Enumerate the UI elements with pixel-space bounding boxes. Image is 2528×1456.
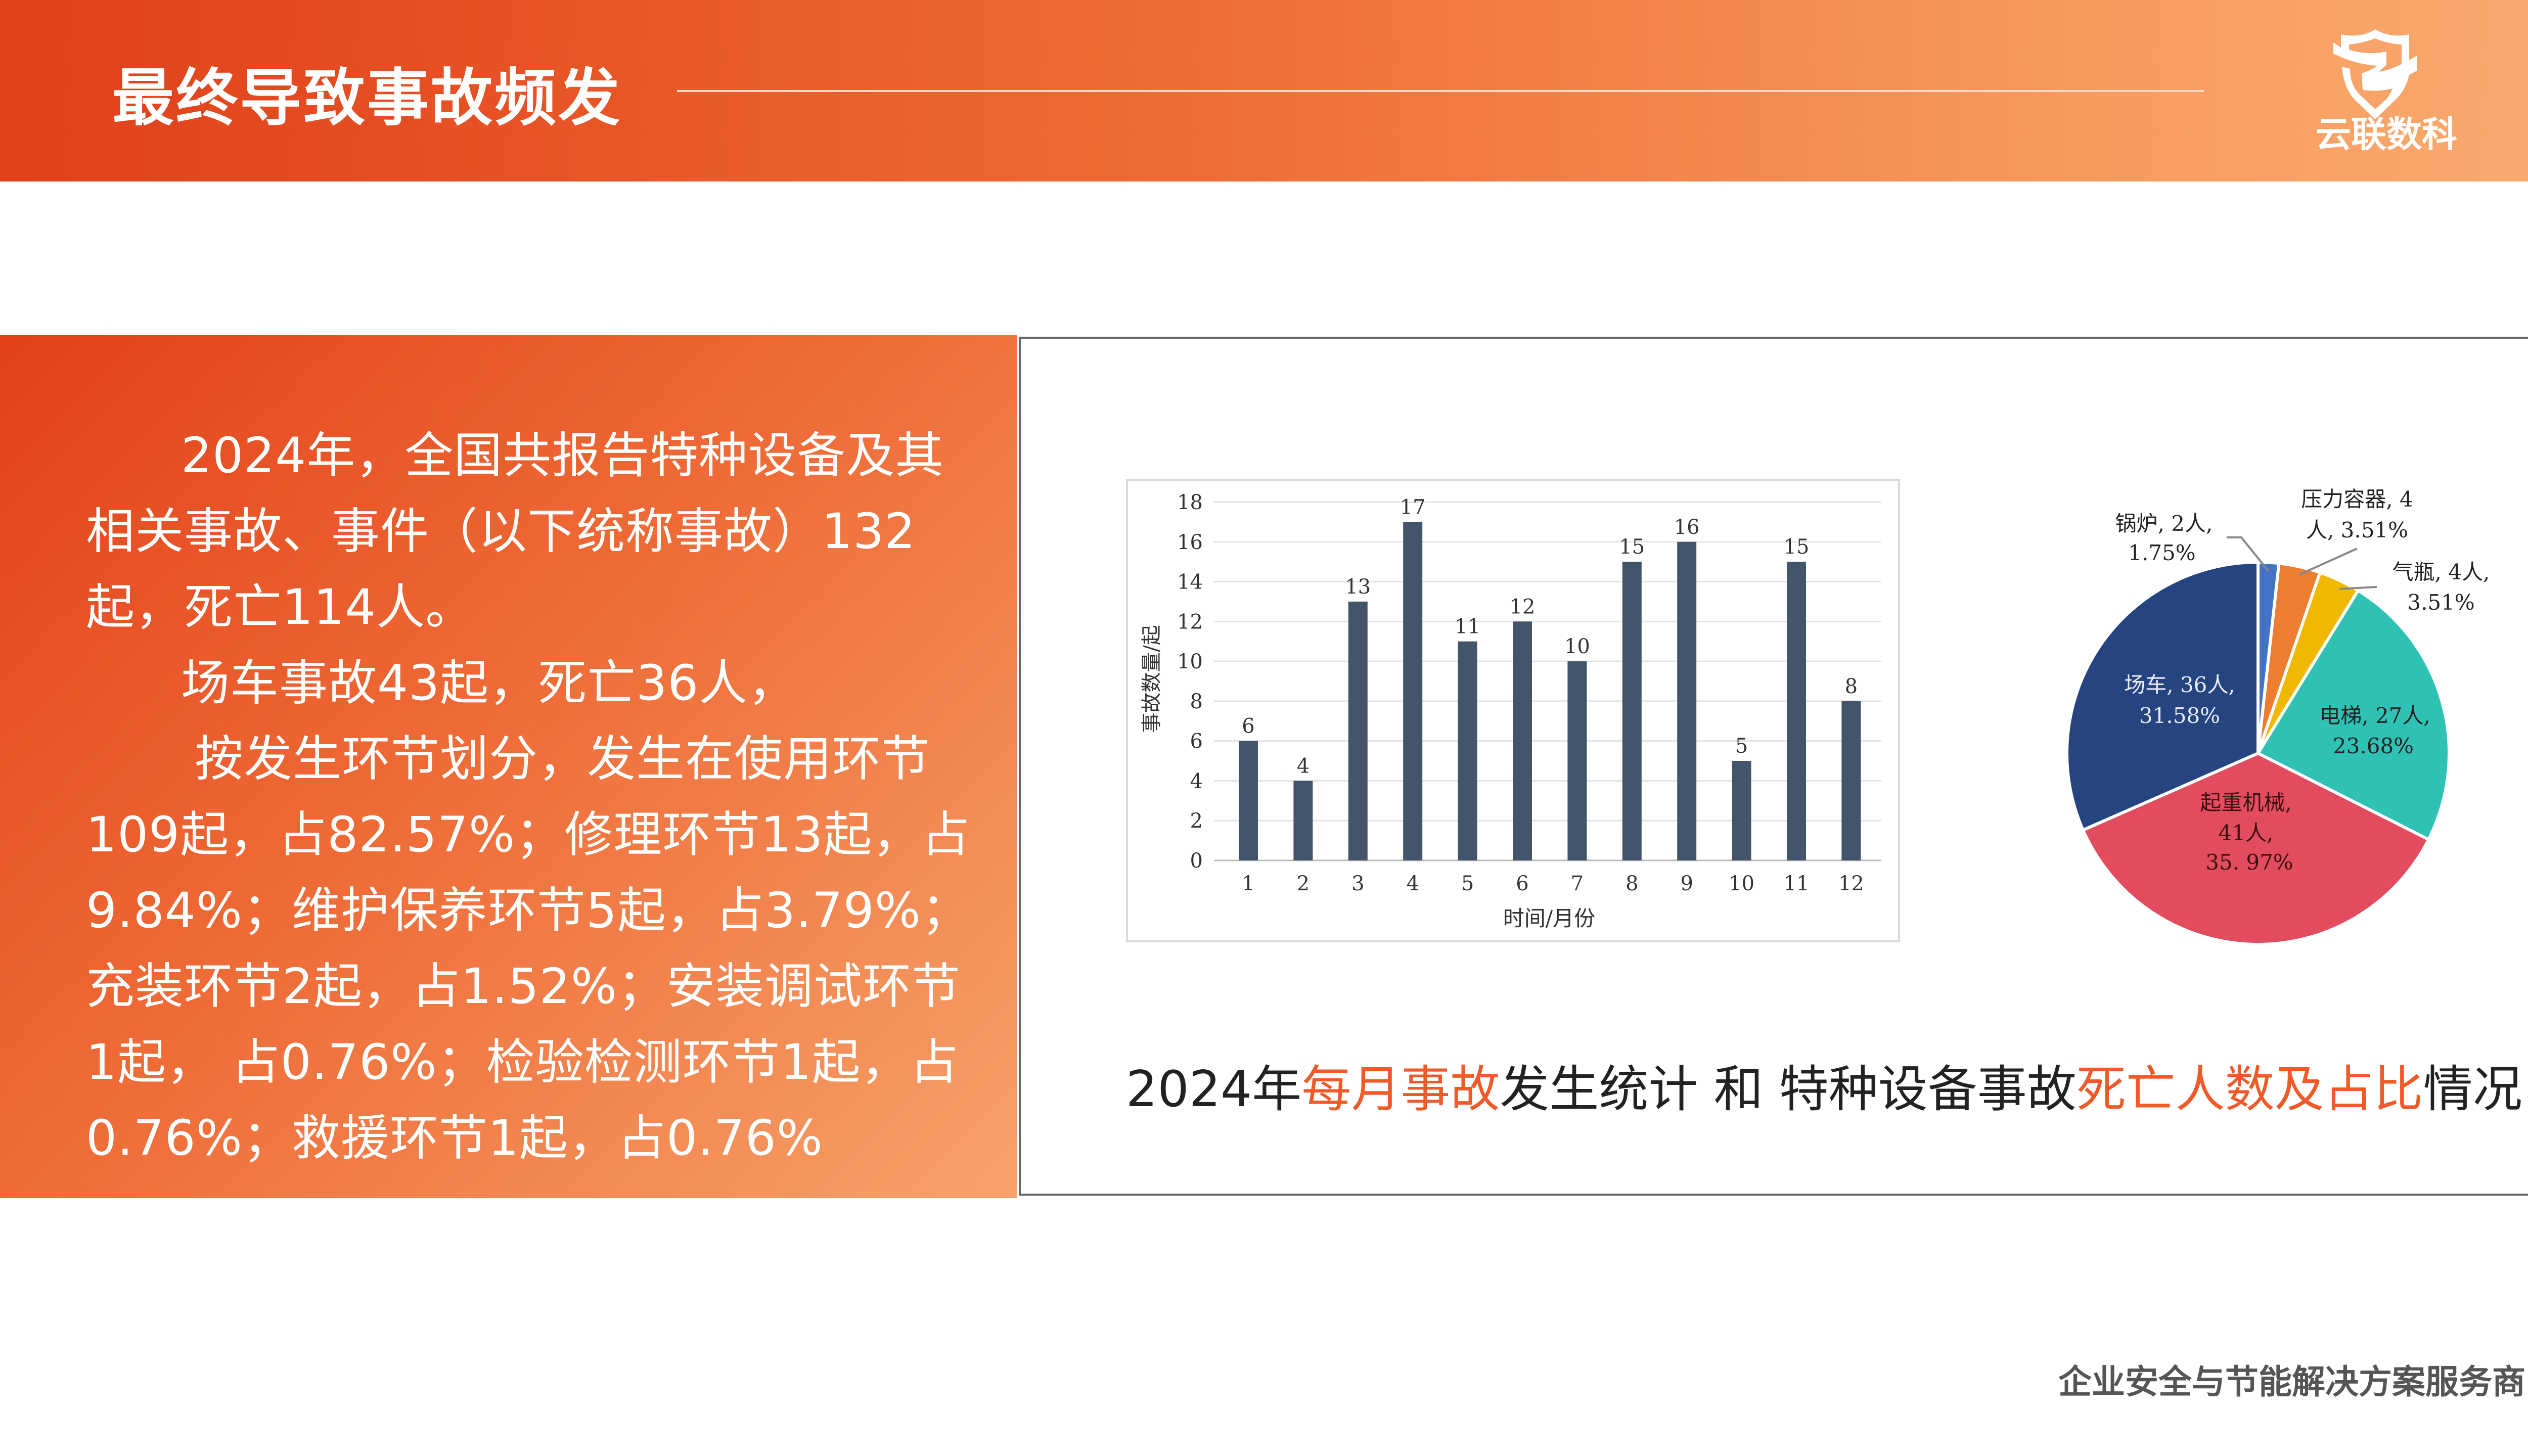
bar-data-label: 12 — [1510, 595, 1536, 618]
x-tick-label: 4 — [1406, 872, 1419, 895]
x-tick-label: 12 — [1838, 872, 1864, 895]
bar-data-label: 4 — [1297, 754, 1310, 778]
pie-slice — [2081, 751, 2431, 946]
pie-slice — [2065, 560, 2260, 832]
bar-data-label: 6 — [1242, 715, 1254, 738]
summary-line: 按发生环节划分，发生在使用环节 — [195, 731, 930, 787]
x-tick-label: 7 — [1571, 872, 1584, 895]
leader-line — [2227, 536, 2270, 572]
y-tick-label: 2 — [1190, 809, 1203, 833]
y-tick-label: 10 — [1177, 650, 1203, 673]
y-axis-label: 事故数量/起 — [1140, 625, 1163, 733]
caption-highlight: 每月事故 — [1301, 1061, 1500, 1118]
bar — [1841, 701, 1861, 860]
bar — [1348, 601, 1368, 860]
summary-line: 起，死亡114人。 — [86, 579, 475, 635]
bar — [1622, 562, 1642, 860]
pie-label: 31.58% — [2139, 703, 2220, 728]
death-share-pie-chart: 锅炉, 2人, 1.75% 压力容器, 4 人, 3.51% 气瓶, 4人, 3… — [2065, 487, 2490, 946]
pie-label: 35. 97% — [2205, 850, 2293, 875]
pie-label: 人, 3.51% — [2306, 518, 2408, 542]
y-tick-label: 12 — [1177, 610, 1203, 633]
summary-line: 0.76%；救援环节1起，占0.76% — [86, 1110, 824, 1166]
x-tick-label: 11 — [1784, 872, 1810, 895]
x-tick-label: 3 — [1351, 872, 1364, 895]
chart-caption: 2024年每月事故发生统计 和 特种设备事故死亡人数及占比情况 — [1126, 1049, 2522, 1121]
bar-data-label: 5 — [1735, 735, 1748, 758]
y-tick-label: 14 — [1177, 571, 1203, 594]
y-tick-label: 4 — [1190, 769, 1203, 793]
y-tick-label: 18 — [1177, 491, 1203, 514]
x-tick-label: 5 — [1461, 872, 1474, 895]
pie-label: 压力容器, 4 — [2301, 487, 2413, 512]
footer-tagline: 企业安全与节能解决方案服务商 — [2058, 1362, 2525, 1401]
bar — [1403, 522, 1423, 860]
summary-line: 2024年，全国共报告特种设备及其 — [181, 427, 944, 484]
leader-line — [2298, 548, 2358, 576]
y-tick-label: 0 — [1190, 849, 1203, 873]
page-title: 最终导致事故频发 — [112, 62, 622, 134]
pie-label: 气瓶, 4人, — [2392, 560, 2490, 584]
pie-label: 起重机械, — [2200, 790, 2291, 815]
summary-line: 109起，占82.57%；修理环节13起，占 — [86, 806, 971, 863]
caption-text: 情况 — [2423, 1061, 2522, 1118]
x-tick-label: 8 — [1626, 872, 1638, 895]
bar-data-label: 8 — [1845, 675, 1858, 698]
pie-label: 电梯, 27人, — [2319, 703, 2430, 728]
summary-line: 9.84%；维护保养环节5起，占3.79%； — [86, 882, 971, 939]
bar-data-label: 13 — [1345, 575, 1371, 599]
x-tick-label: 2 — [1297, 872, 1310, 895]
bar — [1677, 541, 1697, 860]
x-tick-label: 10 — [1729, 872, 1754, 895]
bar — [1567, 661, 1587, 860]
caption-text: 2024年 — [1126, 1061, 1302, 1118]
bar-data-label: 15 — [1619, 535, 1645, 559]
bar-data-label: 16 — [1674, 516, 1700, 539]
pie-label: 23.68% — [2333, 734, 2414, 758]
bar — [1239, 741, 1258, 860]
pie-label: 3.51% — [2407, 590, 2474, 615]
bar-data-label: 10 — [1564, 635, 1590, 658]
pie-label: 41人, — [2219, 821, 2274, 845]
x-tick-label: 6 — [1516, 872, 1528, 895]
pie-label: 1.75% — [2128, 540, 2195, 565]
bar-data-label: 11 — [1455, 615, 1480, 639]
x-tick-label: 9 — [1680, 872, 1693, 895]
y-tick-label: 8 — [1190, 690, 1203, 713]
summary-line: 1起， 占0.76%；检验检测环节1起，占 — [86, 1034, 959, 1090]
monthly-accident-bar-chart: 0 2 4 6 8 10 12 14 16 18 6 1 4 2 13 3 17 4 11 5 12 6 10 7 15 8 16… — [1126, 479, 1900, 942]
summary-panel: 2024年，全国共报告特种设备及其 相关事故、事件（以下统称事故）132 起，死… — [0, 335, 1017, 1198]
bar-data-label: 15 — [1784, 535, 1810, 559]
y-tick-label: 16 — [1177, 531, 1203, 554]
bar — [1293, 781, 1313, 860]
caption-highlight: 死亡人数及占比 — [2076, 1061, 2423, 1118]
title-divider — [677, 90, 2204, 92]
bar — [1787, 562, 1806, 860]
y-tick-label: 6 — [1190, 730, 1203, 753]
pie-label: 场车, 36人, — [2124, 672, 2235, 697]
summary-line: 相关事故、事件（以下统称事故）132 — [86, 503, 916, 560]
logo-text: 云联数科 — [2316, 114, 2457, 155]
bar-data-label: 17 — [1400, 495, 1426, 519]
bar — [1732, 761, 1751, 860]
caption-text: 发生统计 和 特种设备事故 — [1500, 1061, 2076, 1118]
shield-logo-icon — [2333, 29, 2417, 119]
bar — [1458, 641, 1477, 860]
summary-line: 充装环节2起，占1.52%；安装调试环节 — [86, 958, 961, 1015]
summary-line: 场车事故43起，死亡36人， — [181, 655, 797, 711]
bar — [1513, 621, 1532, 860]
pie-label: 锅炉, 2人, — [2115, 511, 2213, 536]
x-axis-label: 时间/月份 — [1503, 906, 1595, 931]
leader-line — [2339, 586, 2377, 590]
x-tick-label: 1 — [1242, 872, 1254, 895]
